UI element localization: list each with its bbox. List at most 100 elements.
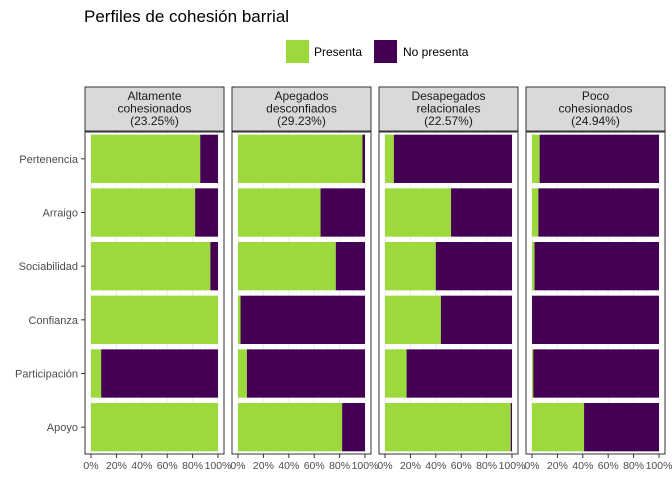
bar-no-presenta bbox=[451, 188, 512, 237]
bar-no-presenta bbox=[362, 134, 365, 183]
y-tick-label: Apoyo bbox=[47, 422, 78, 434]
x-tick-label: 40% bbox=[278, 460, 299, 472]
facet-strip-label: relacionales bbox=[416, 102, 480, 116]
bar-presenta bbox=[91, 134, 201, 183]
bar-no-presenta bbox=[440, 295, 512, 344]
bar-presenta bbox=[238, 403, 343, 452]
y-axis-labels: Pertenencia Arraigo Sociabilidad Confianza P… bbox=[15, 154, 85, 434]
y-tick-label: Confianza bbox=[28, 315, 78, 327]
x-tick-label: 100% bbox=[352, 460, 379, 472]
bar-no-presenta bbox=[538, 188, 659, 237]
y-tick-label: Pertenencia bbox=[19, 154, 79, 166]
bar-presenta bbox=[532, 188, 539, 237]
x-tick-label: 0% bbox=[83, 460, 98, 472]
x-tick-label: 60% bbox=[157, 460, 178, 472]
bar-no-presenta bbox=[210, 242, 218, 291]
panel-border bbox=[84, 131, 225, 455]
x-tick-label: 100% bbox=[205, 460, 232, 472]
bar-presenta bbox=[91, 403, 218, 452]
panel-border bbox=[378, 131, 519, 455]
bar-no-presenta bbox=[246, 349, 365, 398]
x-tick-label: 40% bbox=[425, 460, 446, 472]
facet-strip-label: (23.25%) bbox=[130, 114, 179, 128]
facet-strip bbox=[84, 86, 225, 132]
bar-presenta bbox=[238, 242, 336, 291]
x-tick-label: 60% bbox=[304, 460, 325, 472]
legend-swatch-presenta bbox=[286, 40, 309, 63]
bar-presenta bbox=[385, 349, 407, 398]
x-tick-label: 40% bbox=[131, 460, 152, 472]
facet-strip-label: Apegados bbox=[274, 89, 328, 103]
x-tick-label: 60% bbox=[451, 460, 472, 472]
facet-strip-label: (22.57%) bbox=[424, 114, 473, 128]
facet-strip bbox=[378, 86, 519, 132]
bar-presenta bbox=[238, 349, 247, 398]
legend-label-no-presenta: No presenta bbox=[403, 45, 469, 59]
x-tick-label: 80% bbox=[182, 460, 203, 472]
bar-presenta bbox=[238, 134, 363, 183]
bar-presenta bbox=[532, 403, 585, 452]
bar-no-presenta bbox=[393, 134, 512, 183]
x-tick-label: 80% bbox=[329, 460, 350, 472]
x-tick-label: 20% bbox=[547, 460, 568, 472]
bar-presenta bbox=[91, 349, 102, 398]
bar-presenta bbox=[385, 403, 511, 452]
legend: Presenta No presenta bbox=[286, 40, 469, 63]
legend-label-presenta: Presenta bbox=[314, 45, 362, 59]
bar-no-presenta bbox=[101, 349, 218, 398]
facet-strip bbox=[231, 86, 372, 132]
bar-no-presenta bbox=[320, 188, 365, 237]
x-tick-label: 100% bbox=[646, 460, 672, 472]
x-tick-label: 80% bbox=[623, 460, 644, 472]
x-tick-label: 60% bbox=[598, 460, 619, 472]
bar-no-presenta bbox=[200, 134, 218, 183]
facet-strip-label: (29.23%) bbox=[277, 114, 326, 128]
bar-presenta bbox=[385, 134, 394, 183]
bar-no-presenta bbox=[510, 403, 512, 452]
x-tick-label: 100% bbox=[499, 460, 526, 472]
bar-presenta bbox=[532, 242, 535, 291]
bar-no-presenta bbox=[195, 188, 218, 237]
bar-no-presenta bbox=[539, 134, 659, 183]
bar-presenta bbox=[91, 295, 218, 344]
bar-presenta bbox=[532, 349, 534, 398]
panel-border bbox=[231, 131, 372, 455]
y-tick-label: Participación bbox=[15, 369, 78, 381]
facet-strip-label: Altamente bbox=[127, 89, 181, 103]
x-tick-label: 80% bbox=[476, 460, 497, 472]
bar-no-presenta bbox=[533, 349, 659, 398]
x-tick-label: 0% bbox=[377, 460, 392, 472]
bar-no-presenta bbox=[335, 242, 365, 291]
x-tick-label: 0% bbox=[524, 460, 539, 472]
x-tick-label: 20% bbox=[253, 460, 274, 472]
x-tick-label: 20% bbox=[106, 460, 127, 472]
x-tick-label: 20% bbox=[400, 460, 421, 472]
bar-no-presenta bbox=[584, 403, 659, 452]
facet-strip-label: desconfiados bbox=[266, 102, 337, 116]
bar-no-presenta bbox=[406, 349, 512, 398]
x-tick-label: 0% bbox=[230, 460, 245, 472]
facet-strip bbox=[525, 86, 666, 132]
bar-no-presenta bbox=[435, 242, 512, 291]
chart-title: Perfiles de cohesión barrial bbox=[84, 7, 289, 26]
bar-presenta bbox=[238, 188, 321, 237]
bar-presenta bbox=[91, 188, 196, 237]
bar-presenta bbox=[385, 242, 436, 291]
bar-no-presenta bbox=[342, 403, 365, 452]
panel-border bbox=[525, 131, 666, 455]
facet-strip-label: cohesionados bbox=[558, 102, 632, 116]
facet-strip-label: (24.94%) bbox=[571, 114, 620, 128]
x-tick-label: 40% bbox=[572, 460, 593, 472]
bar-presenta bbox=[238, 295, 241, 344]
bar-presenta bbox=[532, 134, 540, 183]
y-tick-label: Sociabilidad bbox=[19, 261, 78, 273]
legend-swatch-no-presenta bbox=[374, 40, 397, 63]
facet-strip-label: Desapegados bbox=[411, 89, 485, 103]
facet-strip-label: cohesionados bbox=[117, 102, 191, 116]
